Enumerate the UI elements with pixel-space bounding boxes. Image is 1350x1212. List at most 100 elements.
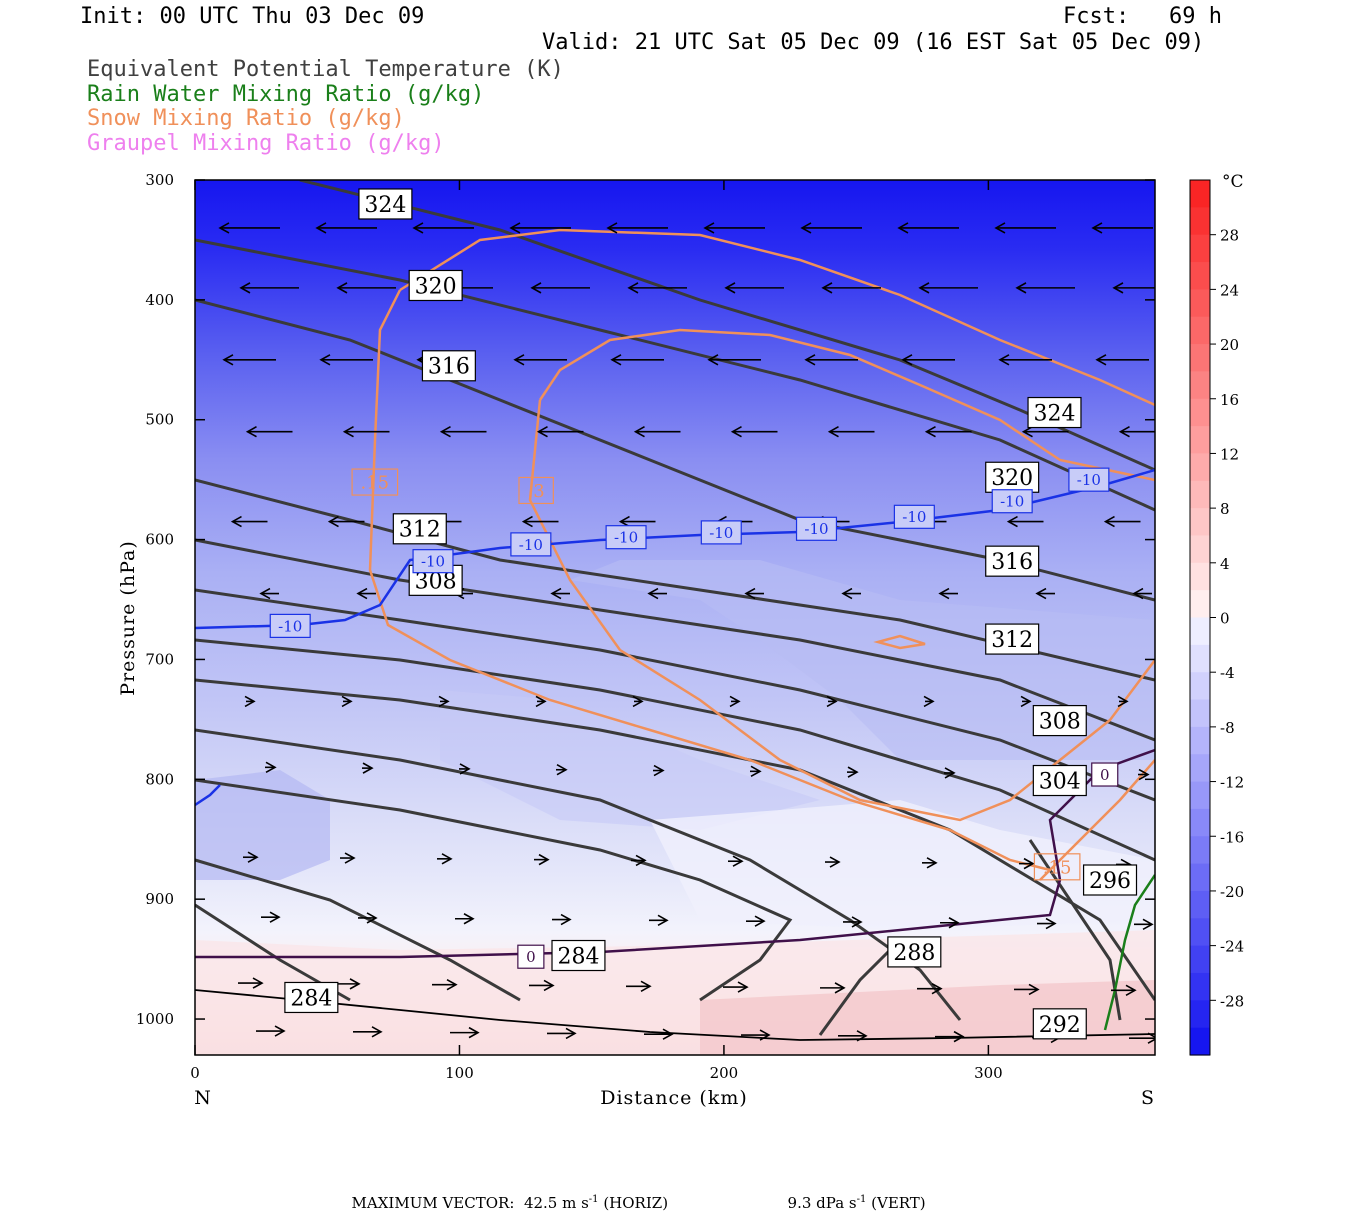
colorbar-band: [1190, 781, 1210, 810]
theta-e-label: 284: [557, 944, 599, 969]
theta-e-label: 296: [1089, 869, 1131, 894]
colorbar-band: [1190, 590, 1210, 619]
wind-vector-head: [994, 222, 1006, 234]
colorbar-label: -28: [1220, 992, 1244, 1010]
wind-vector-head: [618, 515, 630, 528]
wind-vector-head: [729, 695, 741, 708]
temperature-label: -10: [421, 553, 445, 571]
wind-vector-head: [750, 765, 762, 778]
wind-vector-head: [737, 981, 749, 993]
temperature-label: -10: [804, 520, 828, 538]
south-label: S: [1141, 1087, 1155, 1109]
max-vector-horiz: 42.5 m s: [523, 1194, 589, 1212]
wind-vector-head: [344, 852, 356, 864]
wind-vector-head: [707, 354, 719, 366]
wind-vector-head: [446, 978, 458, 991]
y-tick-label: 500: [145, 411, 174, 429]
wind-vector-head: [536, 426, 548, 438]
wind-vector-head: [847, 766, 859, 778]
colorbar-band: [1190, 972, 1210, 1001]
snow-label: .3: [528, 481, 545, 502]
temperature-label: -10: [519, 536, 543, 554]
wind-vector-head: [468, 1026, 480, 1039]
colorbar-label: 16: [1220, 391, 1239, 409]
snow-label: .15: [361, 473, 390, 494]
wind-vector-head: [550, 587, 562, 600]
temperature-label: -10: [902, 508, 926, 526]
theta-e-label: 308: [1039, 710, 1081, 735]
colorbar-band: [1190, 1000, 1210, 1029]
theta-e-label-box: [1032, 1008, 1087, 1040]
theta-e-label: 320: [415, 274, 457, 299]
wind-vector-head: [1118, 426, 1130, 438]
colorbar-band: [1190, 890, 1210, 919]
legend-graupel: Graupel Mixing Ratio (g/kg): [87, 131, 445, 156]
colorbar-band: [1190, 672, 1210, 701]
x-axis-title: Distance (km): [600, 1087, 748, 1109]
wind-vector-head: [640, 980, 652, 992]
wind-vector-head: [239, 282, 251, 294]
wind-vector-head: [1021, 426, 1033, 438]
wind-vector-head: [327, 515, 339, 528]
wind-vector-head: [647, 587, 659, 600]
wind-vector-head: [1035, 587, 1047, 600]
legend-rain: Rain Water Mixing Ratio (g/kg): [87, 82, 485, 107]
wind-vector-head: [944, 767, 956, 779]
colorbar-label: -16: [1220, 828, 1244, 846]
wind-vector-head: [252, 977, 264, 989]
colorbar-band: [1190, 863, 1210, 892]
wind-vector-head: [923, 695, 935, 708]
snow-label-box: [1033, 853, 1081, 881]
temperature-label-box: [1068, 467, 1110, 492]
y-axis: 300 400 500 600 700 800 900 1000: [136, 171, 1155, 1028]
theta-e-label-box: [1032, 704, 1087, 737]
y-tick-label: 800: [145, 770, 174, 788]
wind-vector-head: [730, 426, 742, 438]
colorbar-label: 12: [1220, 445, 1239, 463]
wind-vector-head: [441, 853, 453, 865]
plot-area: [195, 180, 1155, 1055]
theta-e-label: 284: [290, 986, 332, 1011]
theta-e-label: 324: [364, 193, 406, 218]
wind-vector-head: [245, 426, 257, 438]
wind-vector-head: [856, 1030, 868, 1042]
colorbar-band: [1190, 508, 1210, 537]
wind-vector-head: [230, 515, 242, 528]
valid-time: Valid: 21 UTC Sat 05 Dec 09 (16 EST Sat …: [542, 30, 1205, 55]
colorbar-label: -12: [1220, 774, 1244, 792]
temperature-label: -10: [709, 524, 733, 542]
wind-vector-head: [222, 354, 234, 366]
theta-e-label-box: [1027, 396, 1082, 429]
wind-vector-head: [732, 855, 744, 867]
theta-e-label-box: [551, 939, 606, 972]
theta-e-label-box: [1032, 764, 1087, 797]
wind-vector-head: [362, 762, 374, 774]
wind-vector-head: [1103, 515, 1115, 528]
colorbar-band: [1190, 754, 1210, 783]
theta-e-label-box: [1082, 864, 1138, 896]
theta-e-label: 312: [399, 518, 441, 543]
theta-e-label-box: [985, 545, 1040, 577]
colorbar-band: [1190, 234, 1210, 263]
wind-vector-head: [635, 854, 647, 867]
plot-frame: [194, 179, 1156, 1056]
temperature-label-box: [700, 520, 742, 545]
colorbar-label: 8: [1220, 500, 1230, 518]
wind-vector-head: [627, 282, 639, 294]
wind-vector-head: [1112, 282, 1124, 294]
colorbar-band: [1190, 535, 1210, 564]
colorbar-band: [1190, 644, 1210, 673]
temperature-label: -10: [1000, 493, 1024, 511]
wind-vector-head: [632, 695, 644, 708]
wind-vector-head: [265, 761, 277, 774]
snow-label-box: [351, 468, 399, 496]
wind-vector-head: [1091, 222, 1103, 234]
y-tick-label: 600: [145, 531, 174, 549]
max-vector-vert-label: 9.3 dPa s-1 (VERT): [787, 1194, 926, 1212]
max-vector-vert: 9.3 dPa s: [787, 1194, 857, 1212]
y-tick-label: 700: [145, 650, 174, 668]
colorbar-band: [1190, 344, 1210, 373]
wind-vector-head: [754, 915, 766, 927]
wind-vector-head: [703, 222, 715, 234]
colorbar-label: -20: [1220, 883, 1244, 901]
